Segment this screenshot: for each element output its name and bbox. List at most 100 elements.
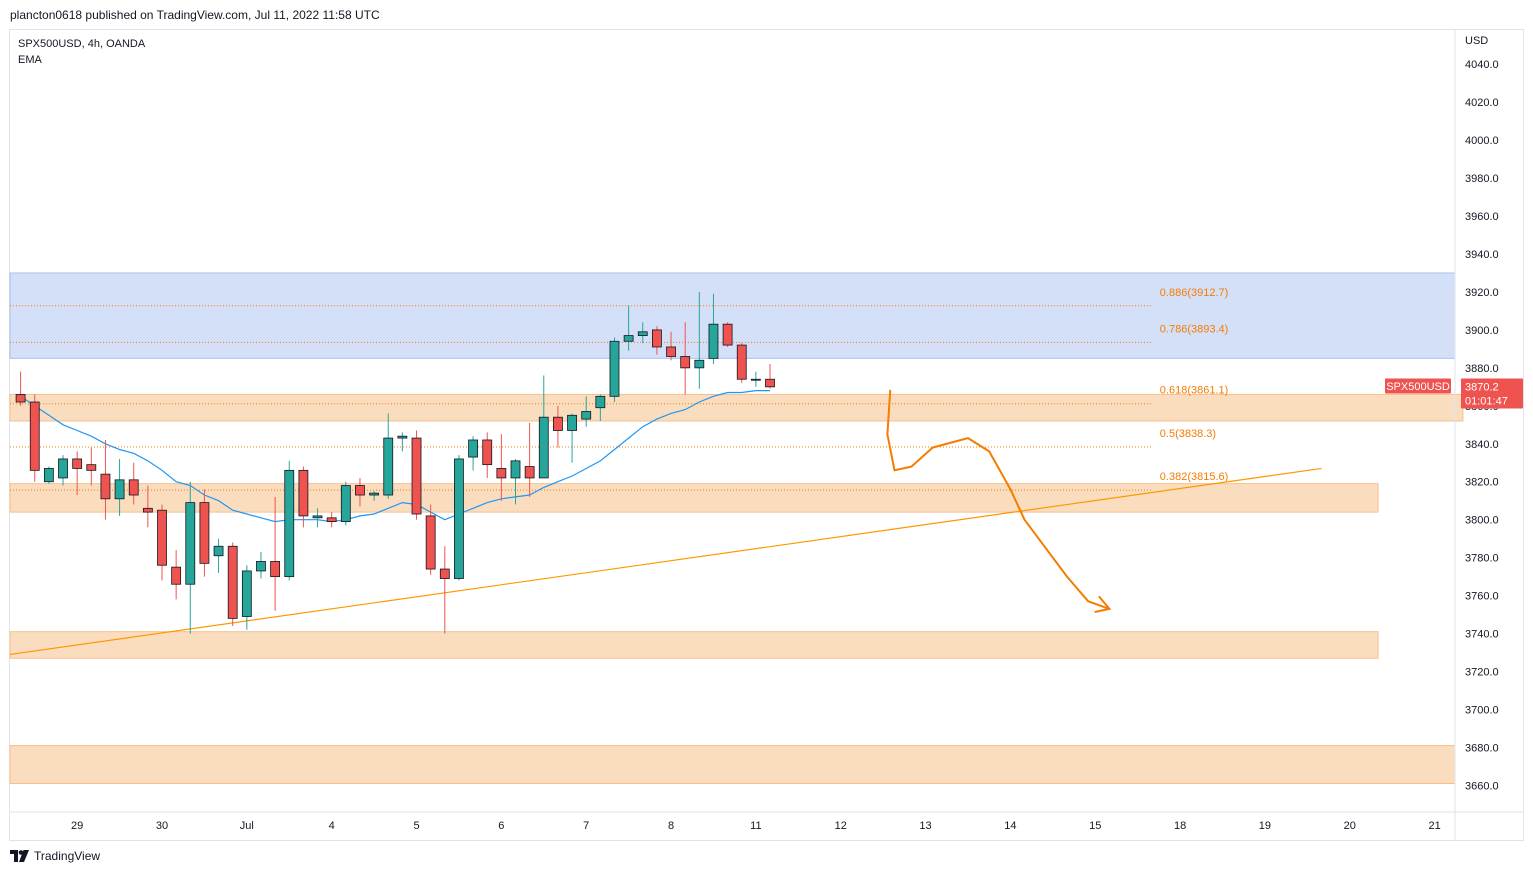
candle-body xyxy=(411,437,422,515)
price-tick: 3780.0 xyxy=(1465,553,1499,565)
candle-body xyxy=(538,416,549,479)
price-tick: 3700.0 xyxy=(1465,705,1499,717)
candle-body xyxy=(694,359,705,369)
candle-down xyxy=(496,434,507,501)
price-tick: 3740.0 xyxy=(1465,629,1499,641)
price-tick: 3820.0 xyxy=(1465,477,1499,489)
time-tick: 5 xyxy=(413,820,419,832)
candle-up xyxy=(397,432,408,452)
candle-down xyxy=(157,504,167,581)
trendline xyxy=(9,467,1322,656)
candle-body xyxy=(58,458,68,479)
legend-indicator[interactable]: EMA xyxy=(18,54,42,66)
candle-body xyxy=(425,515,436,570)
candle-up xyxy=(284,460,295,581)
tradingview-branding[interactable]: TradingView xyxy=(10,849,100,863)
time-axis-layer: 29 30 Jul 4 5 6 7 8 11 12 13 14 15 18 19 20 21 xyxy=(9,811,1524,832)
fib-label: 0.618(3861.1) xyxy=(1160,385,1229,397)
candle-up xyxy=(468,436,478,471)
candle-body xyxy=(142,507,153,513)
candle-body xyxy=(340,485,351,522)
time-tick: 6 xyxy=(498,820,504,832)
candle-up xyxy=(510,458,521,505)
candle-up xyxy=(694,291,705,389)
last-price-tag-layer: SPX500USD 3870.2 01:01:47 xyxy=(1385,378,1523,409)
candle-up xyxy=(609,337,620,403)
candle-down xyxy=(227,542,238,626)
legend-symbol: SPX500USD xyxy=(18,38,82,50)
candle-up xyxy=(708,293,719,365)
candle-up xyxy=(43,466,54,484)
publish-date: Jul 11, 2022 11:58 UTC xyxy=(254,8,380,22)
candle-body xyxy=(383,437,394,496)
price-tick: 3900.0 xyxy=(1465,325,1499,337)
candle-body xyxy=(581,411,592,420)
candle-body xyxy=(128,479,139,496)
last-price-symbol-tag: SPX500USD xyxy=(1385,378,1451,394)
price-tick: 3980.0 xyxy=(1465,173,1499,185)
publish-header: plancton0618 published on TradingView.co… xyxy=(10,8,380,22)
candle-down xyxy=(199,489,210,577)
candle-down xyxy=(765,364,775,389)
price-tick: 3840.0 xyxy=(1465,439,1499,451)
time-tick: 19 xyxy=(1259,820,1271,832)
candle-body xyxy=(623,335,634,342)
candle-body xyxy=(708,323,719,359)
last-price-value: 3870.2 xyxy=(1465,381,1499,393)
candle-body xyxy=(439,568,450,579)
candle-down xyxy=(100,439,111,520)
zones-layer xyxy=(9,272,1464,785)
projection-layer xyxy=(886,389,1112,613)
fib-label: 0.5(3838.3) xyxy=(1160,428,1216,440)
candle-down xyxy=(524,422,535,497)
candle-body xyxy=(397,435,408,439)
zone-orange-zone-3 xyxy=(9,631,1379,659)
last-price-tag: 3870.2 01:01:47 xyxy=(1461,378,1523,409)
candle-up xyxy=(383,413,394,499)
candle-body xyxy=(298,469,309,517)
candle-up xyxy=(312,508,323,528)
candle-body xyxy=(369,492,380,496)
candle-up xyxy=(340,481,351,526)
fib-label: 0.886(3912.7) xyxy=(1160,287,1229,299)
candle-down xyxy=(722,322,733,347)
candle-down xyxy=(326,512,337,528)
time-tick: 21 xyxy=(1428,820,1440,832)
candle-down xyxy=(270,496,281,611)
zone-blue-resistance xyxy=(9,272,1456,359)
candle-down xyxy=(482,432,493,478)
time-tick: Jul xyxy=(240,820,254,832)
candle-down xyxy=(355,477,365,507)
candle-up xyxy=(241,565,252,630)
candle-body xyxy=(15,394,26,403)
ema-line xyxy=(20,390,770,523)
candle-body xyxy=(171,566,182,585)
legend-symbol-row[interactable]: SPX500USD, 4h, OANDA xyxy=(18,38,146,50)
time-tick: 12 xyxy=(835,820,847,832)
zone-orange-zone-1 xyxy=(9,393,1464,422)
candle-body xyxy=(29,401,40,471)
chart-legend: SPX500USD, 4h, OANDA EMA xyxy=(18,36,145,68)
candle-body xyxy=(765,378,775,388)
trendline-layer xyxy=(9,467,1322,656)
candle-up xyxy=(538,375,549,479)
zone-orange-zone-2 xyxy=(9,483,1379,513)
candle-down xyxy=(128,462,139,505)
candle-body xyxy=(609,340,620,397)
candle-body xyxy=(454,458,464,579)
candle-down xyxy=(553,405,563,448)
footer-brand: TradingView xyxy=(34,849,101,863)
price-tick: 3960.0 xyxy=(1465,211,1499,223)
price-tick: 4040.0 xyxy=(1465,59,1499,71)
published-text: published on TradingView.com, xyxy=(85,8,252,22)
tradingview-logo-icon xyxy=(10,850,29,862)
candle-body xyxy=(666,346,676,357)
time-tick: 18 xyxy=(1174,820,1186,832)
candle-body xyxy=(722,323,733,346)
candle-up xyxy=(454,455,464,581)
time-tick: 30 xyxy=(156,820,168,832)
candle-body xyxy=(213,545,224,557)
price-tick: 3920.0 xyxy=(1465,287,1499,299)
author-name[interactable]: plancton0618 xyxy=(10,8,83,22)
